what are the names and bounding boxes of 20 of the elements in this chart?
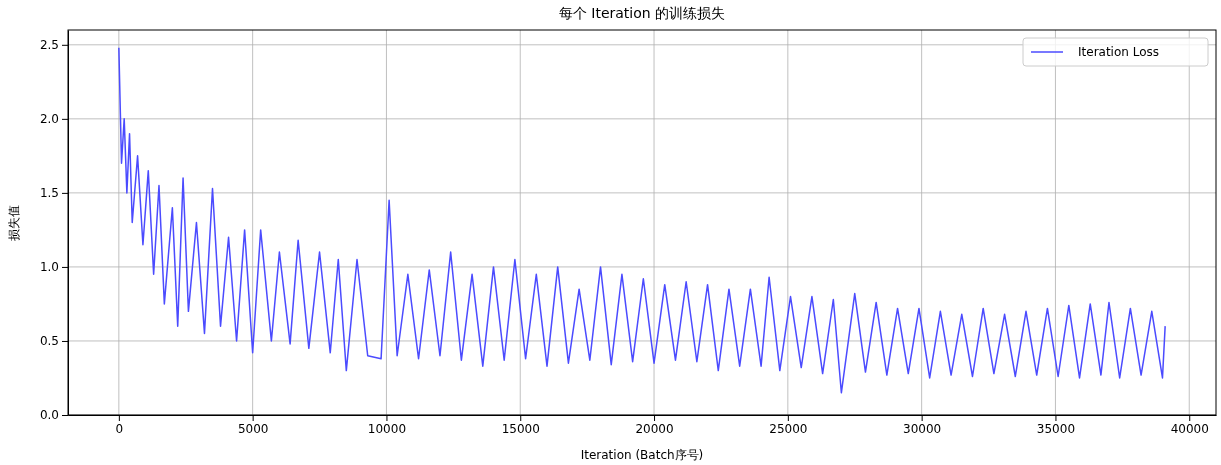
y-axis-title: 损失值: [7, 204, 21, 241]
y-tick-label: 0.5: [39, 334, 59, 349]
x-tick-label: 5000: [237, 421, 269, 436]
y-tick-label: 1.0: [39, 260, 59, 275]
y-tick-label: 2.0: [39, 112, 59, 127]
x-tick-label: 35000: [1036, 421, 1076, 436]
chart-title: 每个 Iteration 的训练损失: [558, 5, 726, 21]
x-tick-label: 15000: [501, 421, 540, 436]
legend-label: Iteration Loss: [1078, 45, 1160, 59]
x-tick-label: 10000: [367, 421, 407, 436]
x-tick-label: 25000: [769, 421, 808, 436]
y-tick-label: 0.0: [39, 408, 59, 423]
y-tick-label: 2.5: [39, 38, 59, 53]
y-tick-label: 1.5: [39, 186, 59, 201]
x-tick-label: 0: [115, 421, 124, 436]
x-tick-label: 30000: [903, 421, 942, 436]
x-tick-label: 40000: [1170, 421, 1209, 436]
x-axis-title: Iteration (Batch序号): [580, 448, 704, 462]
line-series: [118, 47, 1166, 394]
x-tick-label: 20000: [635, 421, 674, 436]
